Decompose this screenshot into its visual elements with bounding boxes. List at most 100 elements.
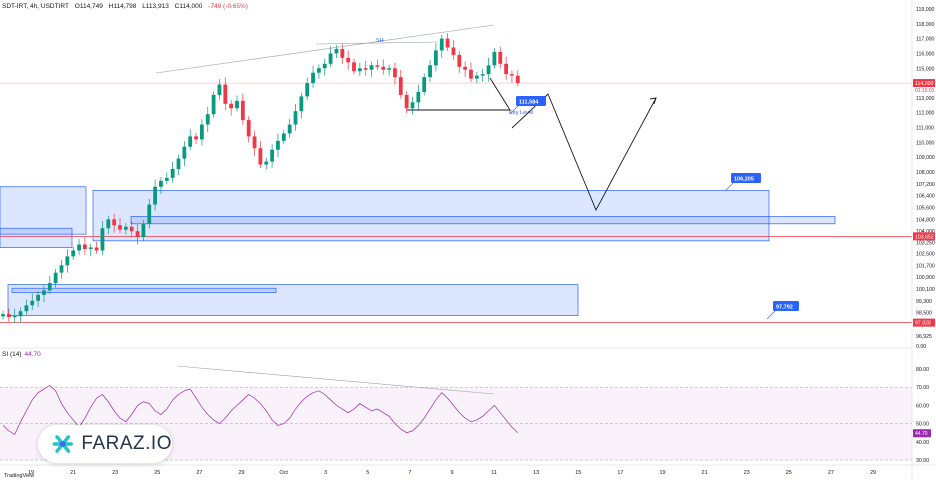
candle-body [77, 244, 81, 251]
time-tick-label: 29 [238, 470, 244, 476]
candle-body [369, 65, 374, 70]
price-tick-label: 118,000 [916, 22, 934, 28]
demand-zone-left-inner [0, 227, 73, 248]
time-tick-label: 11 [491, 470, 497, 476]
candle-body [100, 228, 105, 251]
tag-106205-text: 106,205 [734, 176, 754, 182]
price-tick-label: 98,500 [916, 311, 932, 317]
time-tick-label: 13 [533, 470, 539, 476]
candle-body [176, 158, 181, 169]
price-tick-label: 103,250 [916, 240, 935, 246]
candle-body [422, 77, 427, 92]
key-level-line [407, 77, 511, 111]
price-tick-label: 117,000 [916, 37, 934, 43]
candle-body [36, 294, 40, 301]
key-level-label: Key Level [509, 110, 533, 116]
time-tick-label: 23 [744, 470, 750, 476]
candle-body [457, 54, 462, 67]
tag-106205-box [731, 173, 761, 183]
candle-body [504, 63, 508, 75]
time-tick-label: Oct [279, 470, 288, 476]
candle-body [264, 161, 269, 165]
tag-111584-box [516, 96, 546, 106]
tradingview-label: TradingView [4, 473, 35, 479]
candle-body [12, 315, 17, 318]
candle-body [170, 168, 175, 178]
projection-path [511, 93, 657, 212]
demand-zone-strip [130, 216, 836, 225]
rsi-tick-label: 80.00 [916, 367, 929, 373]
candle-body [474, 75, 479, 79]
price-change: -749 (-0.65%) [208, 3, 248, 10]
candle-body [258, 148, 263, 165]
projection-arrowhead [649, 97, 657, 105]
candle-body [398, 77, 403, 95]
demand-zone-main [92, 190, 770, 242]
candle-body [281, 133, 286, 141]
price-tick-label: 107,200 [916, 182, 935, 188]
candle-body [363, 68, 368, 70]
symbol-name[interactable]: SDT-IRT, 4h, USDTIRT [2, 3, 69, 10]
candle-body [410, 102, 415, 109]
rsi-badge-text: 44.70 [915, 431, 928, 437]
time-tick-label: 7 [408, 470, 411, 476]
candle-body [83, 244, 87, 249]
candle-body [515, 75, 520, 84]
candle-body [322, 63, 327, 69]
trendline-upper [155, 24, 495, 74]
candle-body [47, 283, 52, 291]
rsi-value: 44.70 [24, 351, 41, 358]
candle-body [445, 38, 450, 48]
candle-body [240, 100, 245, 121]
rsi-legend[interactable]: SI (14) 44.70 [2, 351, 41, 358]
price-tick-label: 100,100 [916, 287, 935, 293]
price-tick-label: 108,000 [916, 170, 935, 176]
price-tick-label: 106,400 [916, 194, 935, 200]
candle-body [357, 68, 362, 72]
candle-body [59, 265, 64, 273]
candle-body [88, 247, 93, 249]
price-tick-label: 110,000 [916, 140, 934, 146]
candle-body [164, 177, 169, 181]
candle-body [1, 314, 5, 317]
rsi-tick-label: 40.00 [916, 440, 929, 446]
price-tick-label: 100,900 [916, 275, 935, 281]
tag-106205-pointer [724, 182, 734, 192]
badge-103652-box [913, 232, 935, 241]
candle-body [287, 124, 292, 134]
demand-zone-left [0, 186, 87, 235]
time-tick-label: 21 [702, 470, 708, 476]
candle-body [129, 226, 134, 232]
candle-body [153, 186, 157, 205]
candle-body [480, 74, 485, 76]
ohlc-close: C114,000 [174, 3, 203, 10]
sh-line [315, 41, 439, 45]
price-tick-label: 109,000 [916, 155, 935, 161]
price-tick-label: 116,000 [916, 51, 934, 57]
price-tick-label: 104,800 [916, 217, 935, 223]
rsi-tick-label: 70.00 [916, 385, 929, 391]
candle-body [123, 226, 128, 230]
countdown-label: 01:16:01 [915, 88, 935, 94]
candle-body [118, 225, 122, 230]
candle-body [305, 83, 310, 97]
tag-111584-text: 111,584 [519, 99, 539, 105]
price-tick-label: 115,000 [916, 66, 934, 72]
demand-zone-lower [7, 284, 579, 316]
rsi-name: SI (14) [2, 351, 22, 358]
candle-body [24, 305, 29, 312]
ohlc-low: L113,913 [142, 3, 169, 10]
candle-body [223, 84, 228, 104]
candle-body [328, 53, 333, 64]
candle-body [147, 204, 152, 224]
candle-body [106, 219, 111, 229]
ohlc-high: H114,798 [108, 3, 137, 10]
candle-body [6, 314, 11, 318]
sh-label: SH [376, 38, 384, 44]
candle-body [492, 51, 497, 66]
ohlc-open: O114,749 [74, 3, 103, 10]
candle-body [334, 48, 339, 54]
symbol-header: SDT-IRT, 4h, USDTIRT O114,749 H114,798 L… [2, 3, 252, 10]
candle-body [340, 48, 345, 58]
